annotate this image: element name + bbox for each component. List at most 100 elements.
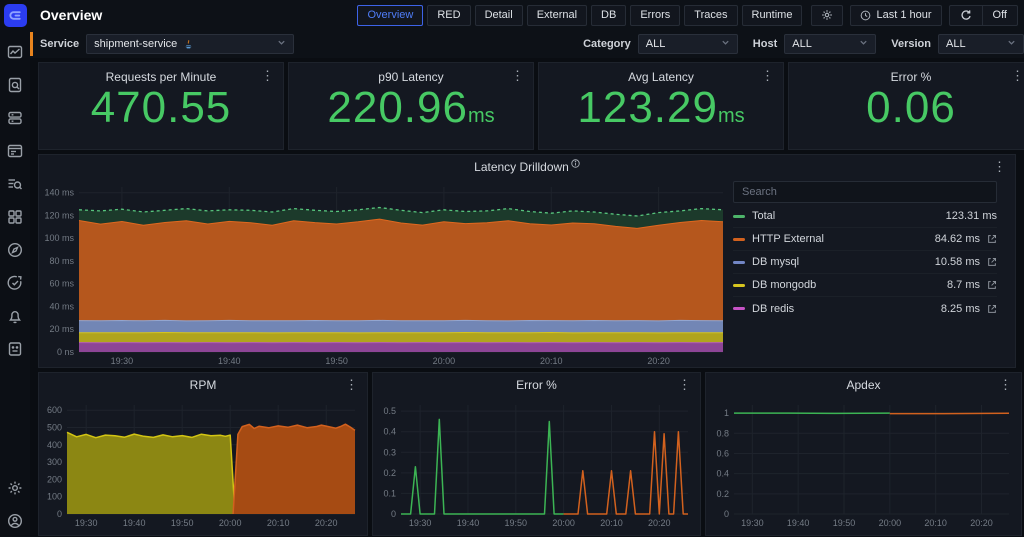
info-icon[interactable] <box>571 157 580 171</box>
journal-icon[interactable] <box>0 332 30 365</box>
card-value: 220.96ms <box>327 83 495 132</box>
dashboard-settings-button[interactable] <box>811 4 844 26</box>
kebab-menu-icon[interactable]: ⋮ <box>1011 68 1024 83</box>
tab-detail[interactable]: Detail <box>474 4 523 26</box>
browser-icon[interactable] <box>0 134 30 167</box>
kebab-menu-icon[interactable]: ⋮ <box>345 377 358 392</box>
tab-red[interactable]: RED <box>427 4 471 26</box>
series-swatch <box>733 214 745 218</box>
latency-chart: 0 ns 20 ms 40 ms 60 ms 80 ms 100 ms 120 ms 140 … <box>44 187 724 366</box>
svg-text:0.4: 0.4 <box>716 469 729 479</box>
legend-row-db-redis[interactable]: DB redis 8.25 ms <box>733 297 997 320</box>
svg-text:0.3: 0.3 <box>383 447 396 457</box>
panel-title: RPM <box>189 378 217 392</box>
kebab-menu-icon[interactable]: ⋮ <box>678 377 691 392</box>
chevron-down-icon <box>859 38 868 50</box>
version-label: Version <box>891 38 931 50</box>
goals-target-icon[interactable] <box>0 266 30 299</box>
chevron-down-icon <box>1007 38 1016 50</box>
page-title: Overview <box>40 7 103 23</box>
apdex-panel: Apdex ⋮ 0 0.2 0.4 0.6 0.8 1 19:30 19:40 19:50 20:… <box>705 372 1022 536</box>
category-select[interactable]: ALL <box>637 34 738 54</box>
category-label: Category <box>583 38 631 50</box>
alerts-bell-icon[interactable] <box>0 299 30 332</box>
svg-text:600: 600 <box>47 405 62 415</box>
error-pct-panel: Error % ⋮ 0 0.1 0.2 0.3 0.4 0.5 19:30 19:40 19:5… <box>372 372 701 536</box>
svg-text:140 ms: 140 ms <box>44 188 74 198</box>
card-avg-latency: Avg Latency ⋮ 123.29ms <box>538 62 784 150</box>
app-logo[interactable] <box>3 4 27 27</box>
svg-text:19:30: 19:30 <box>75 518 98 528</box>
svg-text:300: 300 <box>47 457 62 467</box>
svg-text:0.2: 0.2 <box>716 489 729 499</box>
service-value: shipment-service <box>94 38 178 50</box>
legend-row-db-mongodb[interactable]: DB mongodb 8.7 ms <box>733 274 997 297</box>
legend-row-http-external[interactable]: HTTP External 84.62 ms <box>733 228 997 251</box>
svg-text:20:00: 20:00 <box>879 518 902 528</box>
refresh-button[interactable] <box>950 6 982 25</box>
external-link-icon[interactable] <box>987 280 997 290</box>
version-select[interactable]: ALL <box>938 34 1024 54</box>
legend-row-total[interactable]: Total 123.31 ms <box>733 205 997 228</box>
panel-header: RPM ⋮ <box>39 373 367 397</box>
tab-errors[interactable]: Errors <box>630 4 681 26</box>
external-link-icon[interactable] <box>987 257 997 267</box>
svg-text:19:40: 19:40 <box>123 518 146 528</box>
chevron-down-icon <box>721 38 730 50</box>
latency-legend: Total 123.31 ms HTTP External 84.62 ms D… <box>729 179 1007 367</box>
svg-text:20:20: 20:20 <box>648 518 671 528</box>
svg-text:0.6: 0.6 <box>716 448 729 458</box>
explore-compass-icon[interactable] <box>0 233 30 266</box>
settings-icon[interactable] <box>0 471 30 504</box>
account-icon[interactable] <box>0 504 30 537</box>
legend-row-db-mysql[interactable]: DB mysql 10.58 ms <box>733 251 997 274</box>
tab-overview[interactable]: Overview <box>357 4 424 26</box>
card-error-pct: Error % ⋮ 0.06 <box>788 62 1024 150</box>
svg-text:20:20: 20:20 <box>315 518 338 528</box>
svg-text:19:40: 19:40 <box>218 356 241 366</box>
kebab-menu-icon[interactable]: ⋮ <box>511 68 524 83</box>
card-value: 470.55 <box>90 83 232 132</box>
svg-text:0.2: 0.2 <box>383 468 396 478</box>
service-select[interactable]: shipment-service <box>86 34 295 54</box>
svg-text:80 ms: 80 ms <box>49 256 74 266</box>
hosts-icon[interactable] <box>0 101 30 134</box>
external-link-icon[interactable] <box>987 234 997 244</box>
services-grid-icon[interactable] <box>0 200 30 233</box>
panel-header: Error % ⋮ <box>373 373 700 397</box>
svg-text:20:10: 20:10 <box>924 518 947 528</box>
panel-title: Latency Drilldown <box>474 160 569 174</box>
svg-text:19:40: 19:40 <box>457 518 480 528</box>
auto-refresh-button[interactable]: Off <box>981 5 1017 25</box>
svg-text:20:20: 20:20 <box>970 518 993 528</box>
tab-traces[interactable]: Traces <box>684 4 738 26</box>
host-select[interactable]: ALL <box>784 34 877 54</box>
card-title: p90 Latency <box>378 70 444 84</box>
kebab-menu-icon[interactable]: ⋮ <box>999 377 1012 392</box>
svg-text:400: 400 <box>47 440 62 450</box>
kebab-menu-icon[interactable]: ⋮ <box>261 68 274 83</box>
trace-search-icon[interactable] <box>0 167 30 200</box>
metrics-icon[interactable] <box>0 35 30 68</box>
kebab-menu-icon[interactable]: ⋮ <box>761 68 774 83</box>
tab-external[interactable]: External <box>526 4 588 26</box>
time-range-button[interactable]: Last 1 hour <box>850 4 942 26</box>
svg-text:100: 100 <box>47 492 62 502</box>
svg-text:0.5: 0.5 <box>383 406 396 416</box>
card-title: Error % <box>890 70 932 84</box>
svg-text:500: 500 <box>47 422 62 432</box>
legend-search-input[interactable] <box>733 181 997 203</box>
svg-text:19:30: 19:30 <box>741 518 764 528</box>
external-link-icon[interactable] <box>987 304 997 314</box>
svg-text:20:10: 20:10 <box>600 518 623 528</box>
panel-header: Apdex ⋮ <box>706 373 1021 397</box>
tab-db[interactable]: DB <box>591 4 627 26</box>
doc-search-icon[interactable] <box>0 68 30 101</box>
series-swatch <box>733 260 745 264</box>
filter-bar: Service shipment-service Category ALL Ho… <box>30 30 1024 58</box>
kebab-menu-icon[interactable]: ⋮ <box>993 159 1006 174</box>
tab-runtime[interactable]: Runtime <box>741 4 803 26</box>
panel-title: Error % <box>516 378 557 392</box>
apdex-chart: 0 0.2 0.4 0.6 0.8 1 19:30 19:40 19:50 20:00 20:10 2… <box>716 405 1010 528</box>
host-value: ALL <box>792 38 812 50</box>
